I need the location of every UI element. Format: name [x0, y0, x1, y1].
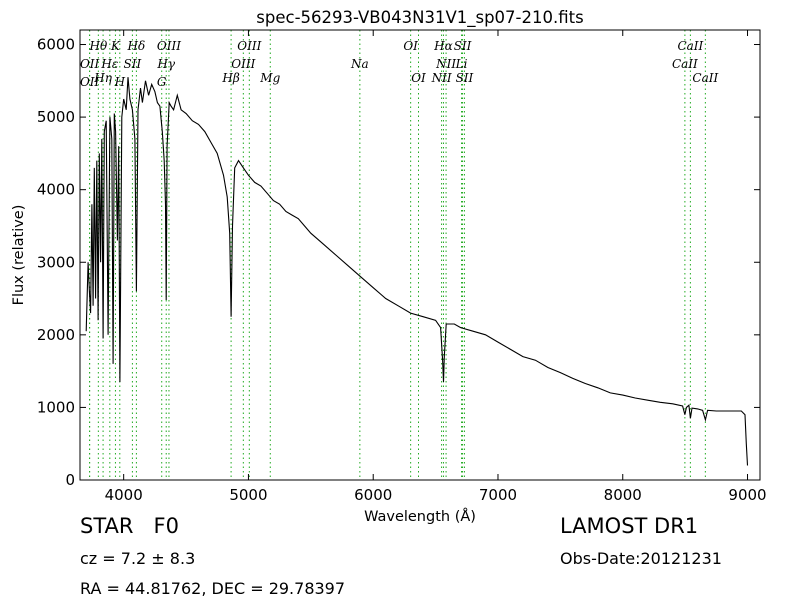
chart-title: spec-56293-VB043N31V1_sp07-210.fits: [256, 8, 583, 28]
line-label-0: Hθ: [88, 39, 107, 53]
line-label-15: Mg: [259, 71, 280, 85]
object-class-label: STAR F0: [80, 514, 179, 538]
x-axis-label: Wavelength (Å): [364, 508, 476, 525]
y-tick-label-4: 4000: [37, 181, 75, 199]
y-tick-label-1: 1000: [37, 398, 75, 416]
x-tick-label-2: 6000: [354, 486, 392, 504]
x-axis-ticks: 4000 5000 6000 7000 8000 9000: [105, 30, 767, 504]
y-tick-label-5: 5000: [37, 108, 75, 126]
coordinates-label: RA = 44.81762, DEC = 29.78397: [80, 579, 346, 598]
line-label-22: Li: [455, 57, 468, 71]
line-label-11: G: [157, 75, 167, 89]
y-tick-label-2: 2000: [37, 326, 75, 344]
x-tick-label-4: 8000: [604, 486, 642, 504]
line-label-26: CaII: [672, 57, 698, 71]
spectrum-line: [85, 77, 749, 466]
line-label-27: CaII: [692, 71, 718, 85]
line-label-21: NII: [435, 57, 456, 71]
line-label-8: Hδ: [127, 39, 146, 53]
plot-frame: [79, 29, 761, 481]
line-label-25: CaII: [677, 39, 703, 53]
line-label-2: OII: [80, 75, 100, 89]
x-tick-label-5: 9000: [728, 486, 766, 504]
spectral-line-markers: [89, 30, 706, 480]
y-tick-label-3: 3000: [37, 253, 75, 271]
line-label-19: Hα: [433, 39, 453, 53]
line-label-3: Hη: [93, 71, 112, 85]
line-label-5: K: [110, 39, 121, 53]
line-label-12: OIII: [237, 39, 261, 53]
line-label-4: Hε: [100, 57, 118, 71]
line-label-6: SII: [124, 57, 142, 71]
line-label-13: OIII: [231, 57, 255, 71]
y-tick-label-6: 6000: [37, 36, 75, 54]
line-label-10: Hγ: [156, 57, 175, 71]
line-label-20: SII: [454, 39, 472, 53]
x-tick-label-1: 5000: [229, 486, 267, 504]
y-tick-label-0: 0: [65, 471, 75, 489]
line-label-1: OII: [80, 57, 100, 71]
x-tick-label-0: 4000: [105, 486, 143, 504]
line-label-7: H: [114, 75, 126, 89]
line-label-24: SII: [456, 71, 474, 85]
y-axis-label: Flux (relative): [11, 205, 27, 306]
line-label-23: NII: [431, 71, 452, 85]
redshift-label: cz = 7.2 ± 8.3: [80, 549, 196, 568]
y-axis-ticks: 0 1000 2000 3000 4000 5000 6000: [37, 36, 760, 489]
line-label-9: OIII: [157, 39, 181, 53]
obs-date-label: Obs-Date:20121231: [560, 549, 722, 568]
line-label-16: Na: [350, 57, 369, 71]
line-label-17: OI: [403, 39, 418, 53]
line-label-14: Hβ: [221, 71, 239, 85]
x-tick-label-3: 7000: [479, 486, 517, 504]
survey-label: LAMOST DR1: [560, 514, 699, 538]
line-label-18: OI: [411, 71, 426, 85]
